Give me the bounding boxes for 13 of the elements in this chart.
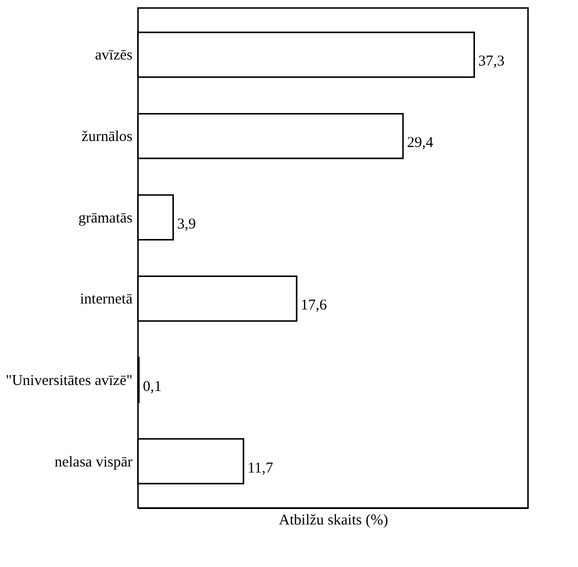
y-tick-label: nelasa vispār bbox=[54, 454, 132, 470]
y-tick-label: avīzēs bbox=[95, 48, 133, 64]
data-label: 29,4 bbox=[407, 135, 434, 152]
data-label: 0,1 bbox=[142, 378, 162, 395]
data-label: 37,3 bbox=[478, 54, 504, 70]
x-axis-title: Atbilžu skaits (%) bbox=[278, 512, 388, 528]
data-label: 3,9 bbox=[177, 216, 196, 232]
data-label: 11,7 bbox=[247, 460, 274, 476]
data-label: 17,6 bbox=[300, 298, 328, 314]
y-tick-label: žurnālos bbox=[82, 129, 133, 146]
y-tick-label: "Universitātes avīzē" bbox=[6, 372, 132, 389]
y-tick-label: internetā bbox=[80, 292, 133, 308]
y-tick-label: grāmatās bbox=[78, 210, 133, 226]
